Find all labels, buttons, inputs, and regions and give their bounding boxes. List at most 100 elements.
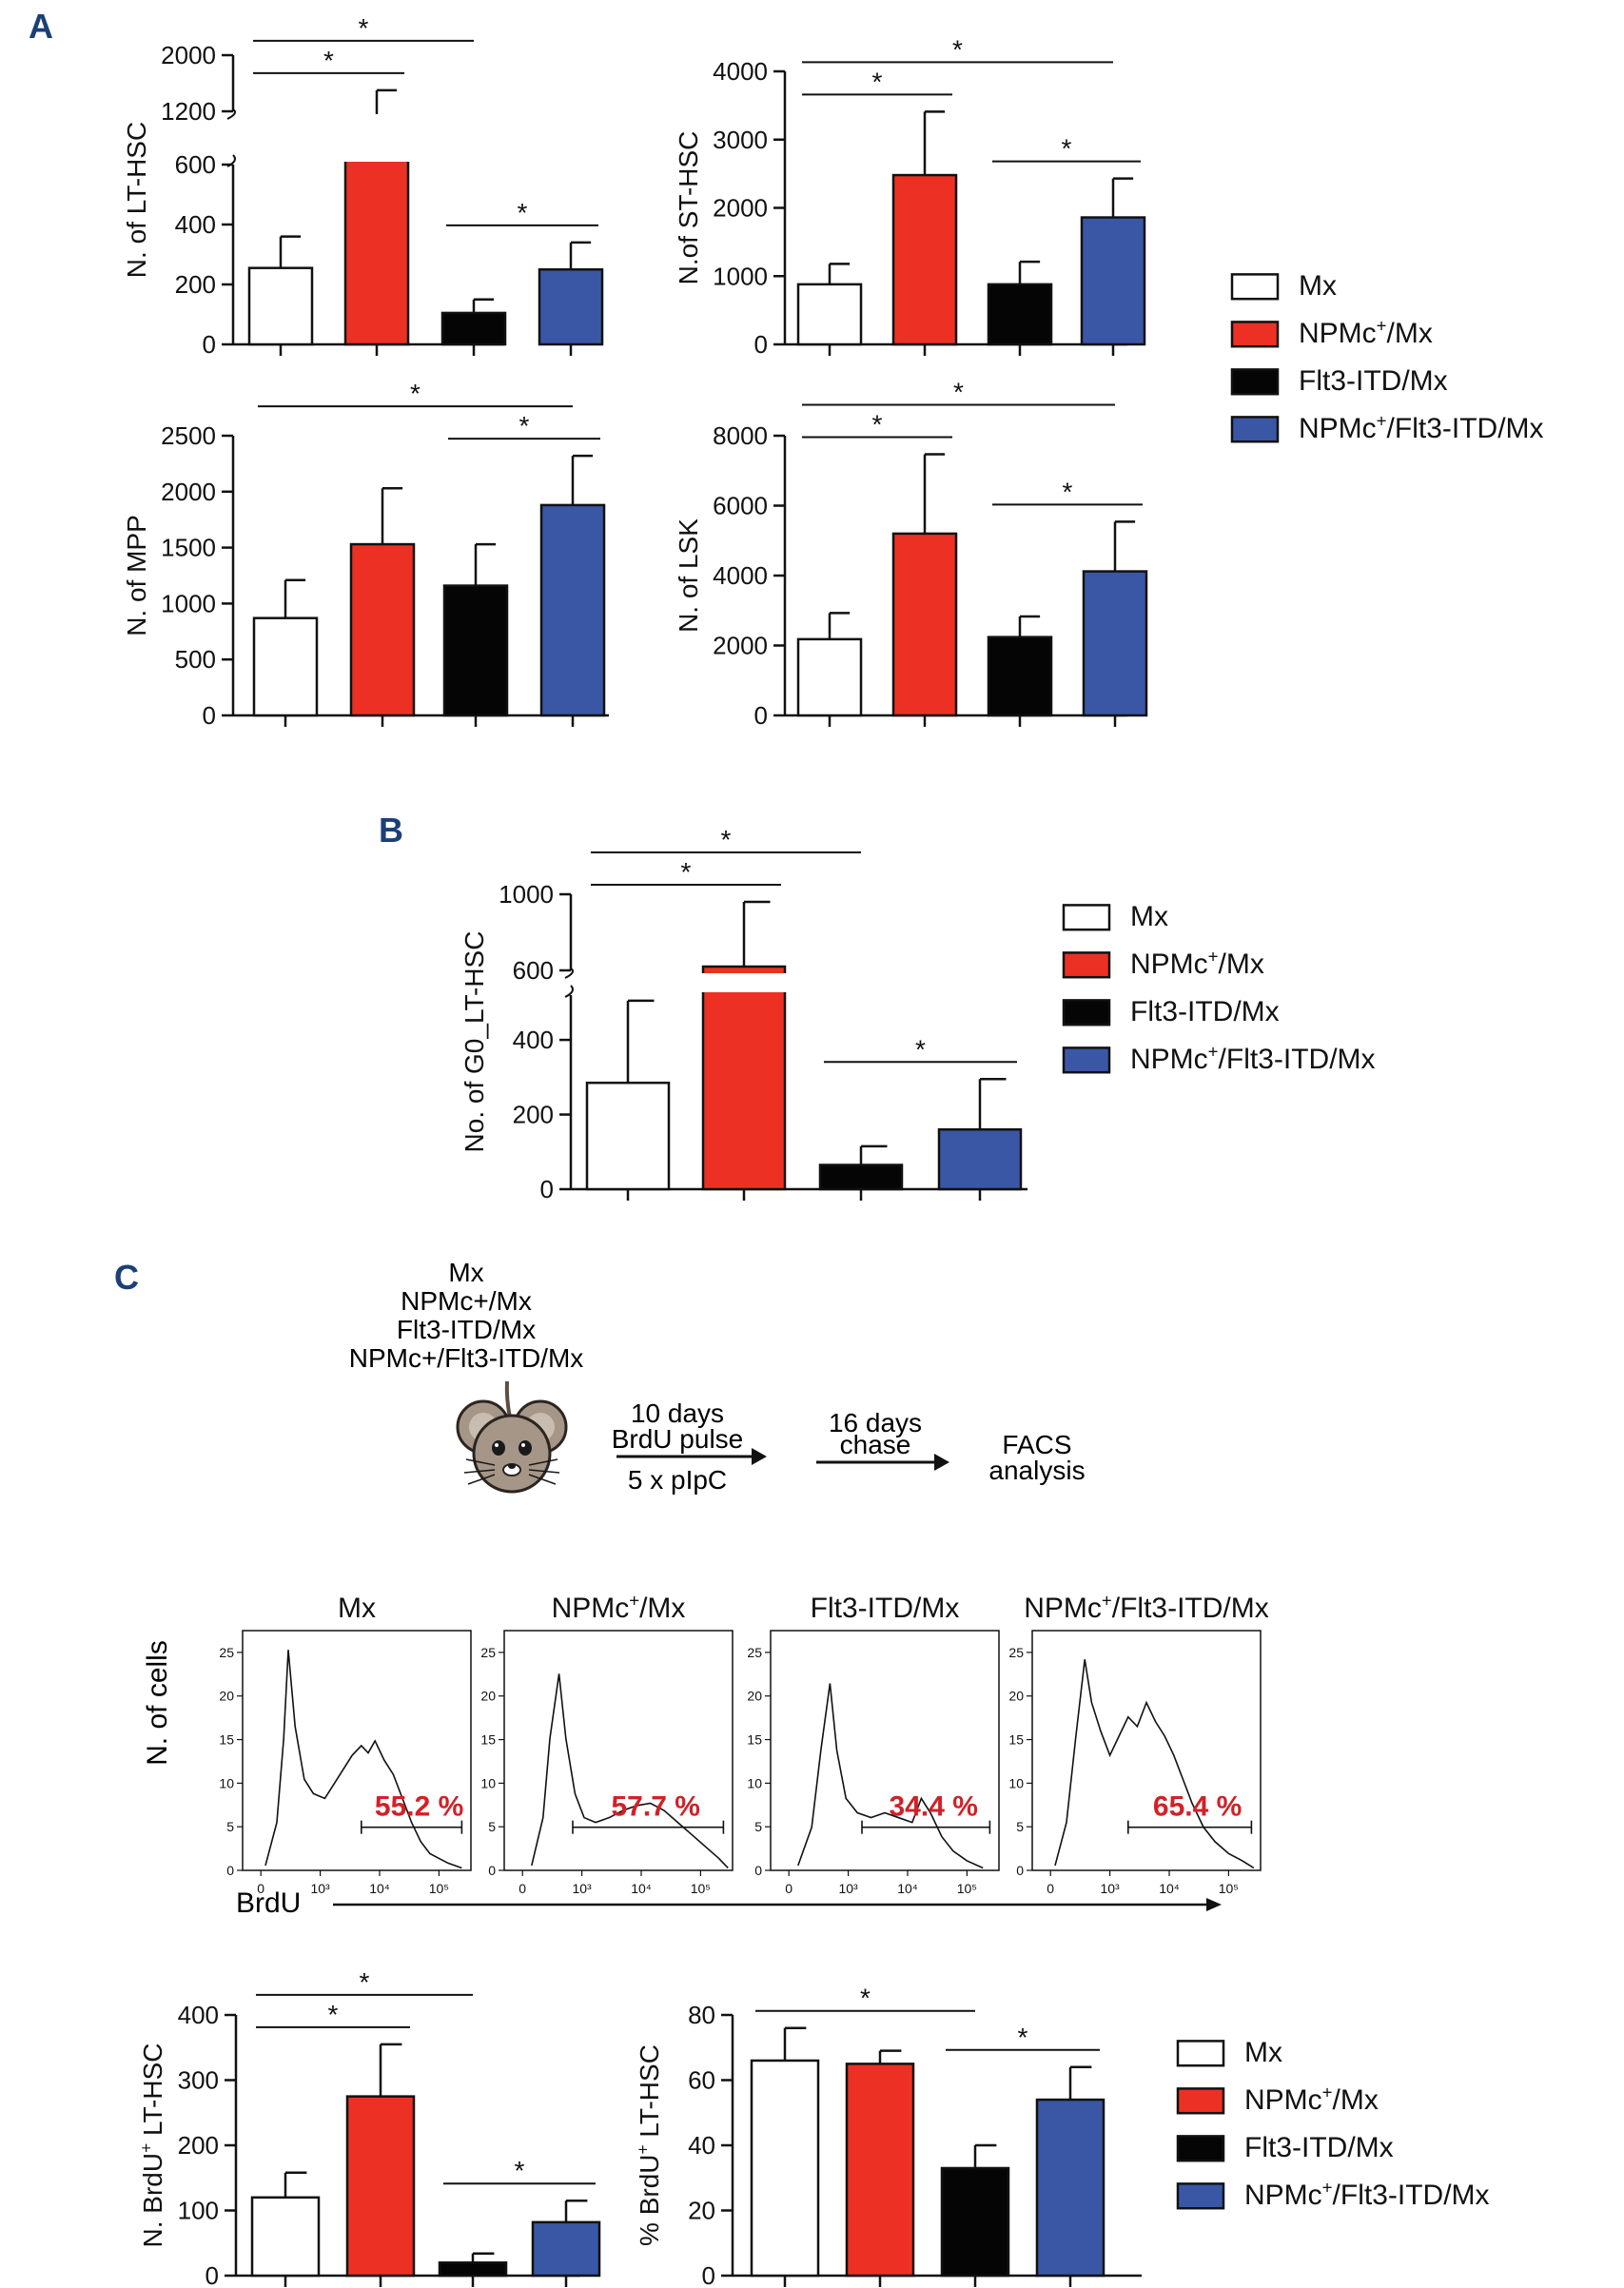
bar-flt3 xyxy=(438,2261,508,2278)
histogram-y-tick-label: 20 xyxy=(219,1689,234,1704)
brdu-histograms: N. of cells BrdU Mx 0 5 10 15 20 25 0 10³ 10⁴ 10⁵ 5… xyxy=(142,1591,1269,1919)
significance-star: * xyxy=(1062,134,1072,164)
y-tick-label: 1000 xyxy=(499,880,554,909)
histogram-x-tick-label: 0 xyxy=(257,1881,264,1896)
bar-npmc xyxy=(701,965,787,1191)
mouse-icon xyxy=(456,1380,568,1494)
histogram-x-tick-label: 10⁴ xyxy=(1159,1881,1180,1896)
bar-double xyxy=(539,503,606,717)
histogram-y-tick-label: 5 xyxy=(754,1819,762,1834)
step3-sublabel: analysis xyxy=(988,1456,1085,1485)
step1-injection: 5 x pIpC xyxy=(628,1465,727,1495)
histogram-title: NPMc+/Flt3-ITD/Mx xyxy=(1024,1591,1269,1624)
y-tick-label: 0 xyxy=(754,330,768,359)
histogram-y-tick-label: 15 xyxy=(747,1732,762,1748)
schematic-group-1: Mx xyxy=(448,1258,483,1287)
step1-arrow-head xyxy=(752,1448,767,1465)
bar-npmc xyxy=(845,2063,915,2278)
y-tick-label: 6000 xyxy=(713,492,768,520)
legend-swatch-npmc xyxy=(1176,2087,1225,2115)
y-tick-label: 0 xyxy=(754,701,768,730)
histogram-y-tick-label: 20 xyxy=(480,1689,496,1704)
y-tick-label: 2000 xyxy=(161,41,216,69)
bar-double xyxy=(1082,570,1148,717)
y-tick-label: 60 xyxy=(688,2066,715,2095)
significance-star: * xyxy=(515,2156,525,2185)
bar-npmc xyxy=(891,532,958,717)
legend-panel-c: Mx NPMc+/Mx Flt3-ITD/Mx NPMc+/Flt3-ITD/Mx xyxy=(1176,2037,1490,2211)
chart-lsk: 0 2000 4000 6000 8000 N. of LSK * * * xyxy=(674,377,1148,730)
legend-label-flt3: Flt3-ITD/Mx xyxy=(1244,2132,1394,2163)
histogram-y-tick-label: 0 xyxy=(1016,1863,1024,1878)
histogram-x-tick-label: 10³ xyxy=(310,1881,330,1896)
y-tick-label: 2500 xyxy=(161,421,216,450)
legend-label-mx: Mx xyxy=(1299,270,1337,302)
y-axis-label: N.of ST-HSC xyxy=(674,131,703,285)
chart-st-hsc: 0 1000 2000 3000 4000 N.of ST-HSC * * * xyxy=(674,34,1146,359)
legend-label-mx: Mx xyxy=(1130,901,1168,932)
bar-break-gap xyxy=(343,114,410,162)
chart-mpp: 0 500 1000 1500 2000 2500 N. of MPP * * xyxy=(122,379,609,730)
significance-star: * xyxy=(518,198,528,227)
histogram-y-tick-label: 0 xyxy=(488,1863,496,1878)
histogram-y-tick-label: 0 xyxy=(226,1863,234,1878)
y-tick-label: 2000 xyxy=(713,194,768,223)
y-tick-label: 0 xyxy=(203,701,216,730)
legend-label-double: NPMc+/Flt3-ITD/Mx xyxy=(1299,411,1544,444)
legend-label-flt3: Flt3-ITD/Mx xyxy=(1299,365,1448,397)
bar-npmc xyxy=(349,542,416,717)
y-tick-label: 3000 xyxy=(713,126,768,154)
histogram-title: NPMc+/Mx xyxy=(552,1591,686,1624)
bar-flt3 xyxy=(442,584,509,717)
axis-break-mark xyxy=(564,985,574,998)
histogram-y-tick-label: 10 xyxy=(219,1775,234,1790)
y-tick-label: 4000 xyxy=(713,57,768,86)
histogram-double: NPMc+/Flt3-ITD/Mx 0 5 10 15 20 25 0 10³ 10⁴ 10⁵ 65.… xyxy=(1008,1591,1268,1896)
significance-star: * xyxy=(721,825,732,854)
bar-flt3 xyxy=(440,311,507,346)
y-tick-label: 4000 xyxy=(713,561,768,590)
y-tick-label: 200 xyxy=(175,270,216,299)
y-axis-label: N. of LT-HSC xyxy=(122,122,151,278)
histogram-x-tick-label: 10⁵ xyxy=(1219,1881,1239,1896)
histogram-x-tick-label: 10³ xyxy=(1100,1881,1120,1896)
y-tick-label: 80 xyxy=(688,2001,715,2029)
legend-label-npmc: NPMc+/Mx xyxy=(1130,947,1264,980)
y-axis-label: N. BrdU+ LT-HSC xyxy=(136,2044,167,2248)
legend-label-double: NPMc+/Flt3-ITD/Mx xyxy=(1244,2178,1490,2211)
y-tick-label: 2000 xyxy=(161,478,216,506)
legend-swatch-npmc xyxy=(1230,321,1280,348)
histogram-y-tick-label: 0 xyxy=(754,1863,762,1878)
histogram-x-label: BrdU xyxy=(236,1887,301,1919)
histogram-x-tick-label: 10⁵ xyxy=(429,1881,449,1896)
y-tick-label: 600 xyxy=(513,956,554,985)
y-tick-label: 40 xyxy=(688,2131,715,2160)
histogram-y-tick-label: 25 xyxy=(480,1645,496,1660)
y-tick-label: 300 xyxy=(178,2066,219,2095)
bar-flt3 xyxy=(987,283,1053,346)
y-tick-label: 500 xyxy=(175,645,216,674)
significance-star: * xyxy=(1063,477,1073,506)
histogram-mx: Mx 0 5 10 15 20 25 0 10³ 10⁴ 10⁵ 55.2 % xyxy=(219,1593,472,1896)
histogram-frame xyxy=(1031,1630,1262,1871)
legend-swatch-npmc xyxy=(1062,951,1111,979)
y-tick-label: 400 xyxy=(178,2001,219,2029)
significance-star: * xyxy=(860,1984,871,2013)
histogram-curve xyxy=(797,1683,984,1869)
legend-swatch-mx xyxy=(1230,273,1280,301)
bar-mx xyxy=(585,1081,671,1191)
experiment-schematic: Mx NPMc+/Mx Flt3-ITD/Mx NPMc+/Flt3-ITD/M… xyxy=(349,1258,1086,1495)
y-tick-label: 1000 xyxy=(713,262,768,290)
legend-label-npmc: NPMc+/Mx xyxy=(1299,316,1433,349)
bar-flt3 xyxy=(940,2166,1010,2278)
histogram-frame xyxy=(242,1630,472,1871)
histogram-x-tick-label: 10⁵ xyxy=(957,1881,977,1896)
bar-double xyxy=(538,268,604,346)
bar-mx xyxy=(796,637,863,717)
y-tick-label: 20 xyxy=(688,2197,715,2225)
significance-star: * xyxy=(953,377,964,406)
histogram-y-tick-label: 25 xyxy=(747,1645,762,1660)
y-tick-label: 600 xyxy=(175,150,216,179)
histogram-x-tick-label: 10³ xyxy=(838,1881,858,1896)
histogram-y-tick-label: 20 xyxy=(747,1689,762,1704)
